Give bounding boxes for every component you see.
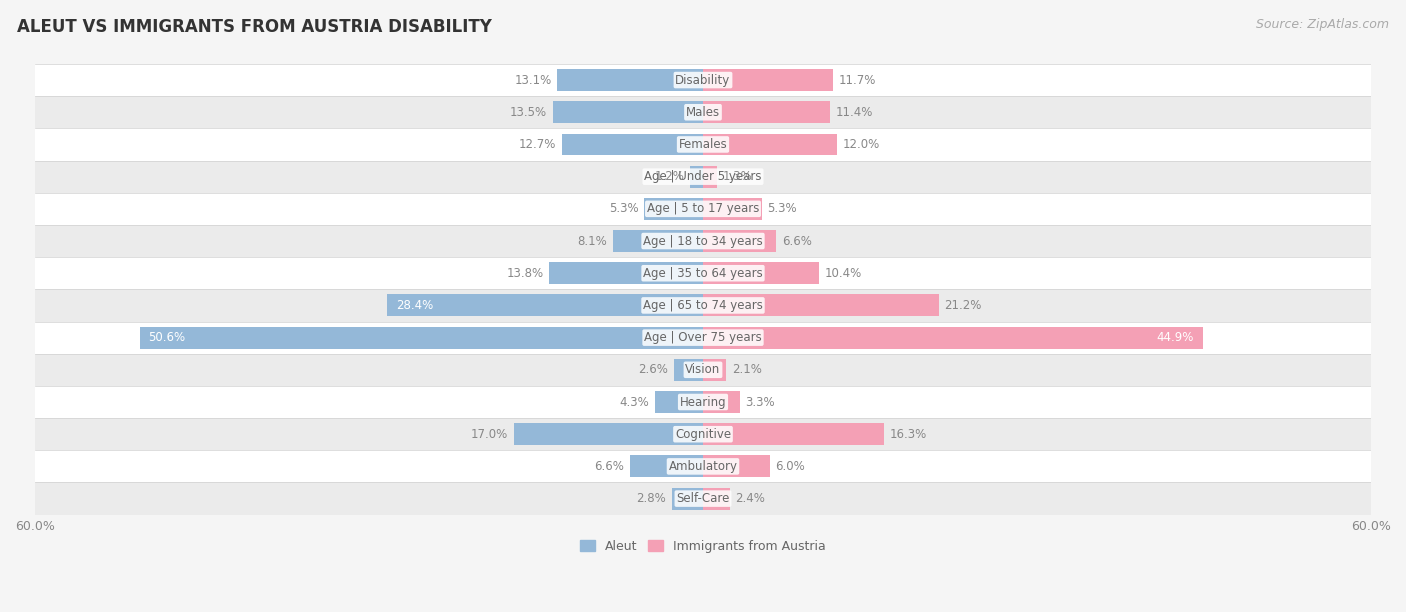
Bar xyxy=(35,321,1371,354)
Bar xyxy=(35,64,1371,96)
Text: Age | Over 75 years: Age | Over 75 years xyxy=(644,331,762,344)
Text: 5.3%: 5.3% xyxy=(609,203,638,215)
Text: 50.6%: 50.6% xyxy=(149,331,186,344)
Text: 4.3%: 4.3% xyxy=(620,395,650,409)
Bar xyxy=(672,488,703,510)
Text: 6.0%: 6.0% xyxy=(775,460,806,473)
Text: 44.9%: 44.9% xyxy=(1157,331,1194,344)
Bar xyxy=(35,482,1371,515)
Bar xyxy=(703,359,727,381)
Text: Ambulatory: Ambulatory xyxy=(668,460,738,473)
Bar xyxy=(35,193,1371,225)
Bar xyxy=(35,96,1371,129)
Text: 16.3%: 16.3% xyxy=(890,428,928,441)
Bar xyxy=(35,354,1371,386)
Text: 5.3%: 5.3% xyxy=(768,203,797,215)
Text: 13.8%: 13.8% xyxy=(506,267,544,280)
Bar xyxy=(550,263,703,284)
Text: 28.4%: 28.4% xyxy=(395,299,433,312)
Text: Self-Care: Self-Care xyxy=(676,492,730,505)
Text: Disability: Disability xyxy=(675,73,731,86)
Legend: Aleut, Immigrants from Austria: Aleut, Immigrants from Austria xyxy=(575,535,831,558)
Bar xyxy=(703,294,939,316)
Bar xyxy=(655,391,703,413)
Text: 11.4%: 11.4% xyxy=(835,106,873,119)
Bar xyxy=(703,133,837,155)
Text: Source: ZipAtlas.com: Source: ZipAtlas.com xyxy=(1256,18,1389,31)
Text: 10.4%: 10.4% xyxy=(824,267,862,280)
Bar xyxy=(561,133,703,155)
Text: Vision: Vision xyxy=(685,364,721,376)
Bar xyxy=(35,289,1371,321)
Bar xyxy=(35,160,1371,193)
Bar xyxy=(703,391,740,413)
Text: 2.4%: 2.4% xyxy=(735,492,765,505)
Bar xyxy=(703,488,730,510)
Bar xyxy=(703,198,762,220)
Bar xyxy=(35,129,1371,160)
Text: 1.3%: 1.3% xyxy=(723,170,752,183)
Bar xyxy=(689,166,703,188)
Bar xyxy=(35,386,1371,418)
Text: Females: Females xyxy=(679,138,727,151)
Text: Males: Males xyxy=(686,106,720,119)
Text: 13.5%: 13.5% xyxy=(510,106,547,119)
Text: Age | 5 to 17 years: Age | 5 to 17 years xyxy=(647,203,759,215)
Bar xyxy=(613,230,703,252)
Text: Age | 65 to 74 years: Age | 65 to 74 years xyxy=(643,299,763,312)
Text: Age | 18 to 34 years: Age | 18 to 34 years xyxy=(643,234,763,247)
Text: 12.7%: 12.7% xyxy=(519,138,555,151)
Text: 6.6%: 6.6% xyxy=(782,234,811,247)
Text: 21.2%: 21.2% xyxy=(945,299,981,312)
Bar xyxy=(703,263,818,284)
Bar xyxy=(35,257,1371,289)
Text: 17.0%: 17.0% xyxy=(471,428,508,441)
Bar xyxy=(673,359,703,381)
Bar xyxy=(35,418,1371,450)
Bar xyxy=(35,450,1371,482)
Text: 13.1%: 13.1% xyxy=(515,73,551,86)
Bar xyxy=(644,198,703,220)
Text: Age | 35 to 64 years: Age | 35 to 64 years xyxy=(643,267,763,280)
Text: 3.3%: 3.3% xyxy=(745,395,775,409)
Bar xyxy=(553,102,703,123)
Text: ALEUT VS IMMIGRANTS FROM AUSTRIA DISABILITY: ALEUT VS IMMIGRANTS FROM AUSTRIA DISABIL… xyxy=(17,18,492,36)
Bar xyxy=(513,424,703,445)
Text: Hearing: Hearing xyxy=(679,395,727,409)
Text: 11.7%: 11.7% xyxy=(839,73,876,86)
Bar xyxy=(387,294,703,316)
Text: 6.6%: 6.6% xyxy=(595,460,624,473)
Text: 8.1%: 8.1% xyxy=(578,234,607,247)
Bar xyxy=(139,327,703,349)
Text: 12.0%: 12.0% xyxy=(842,138,879,151)
Bar xyxy=(35,225,1371,257)
Bar xyxy=(703,230,776,252)
Bar xyxy=(703,327,1204,349)
Bar xyxy=(703,424,884,445)
Text: Age | Under 5 years: Age | Under 5 years xyxy=(644,170,762,183)
Bar xyxy=(630,455,703,477)
Text: 2.6%: 2.6% xyxy=(638,364,668,376)
Text: 1.2%: 1.2% xyxy=(654,170,685,183)
Bar xyxy=(557,69,703,91)
Bar xyxy=(703,455,770,477)
Bar xyxy=(703,166,717,188)
Text: Cognitive: Cognitive xyxy=(675,428,731,441)
Text: 2.8%: 2.8% xyxy=(637,492,666,505)
Bar xyxy=(703,69,834,91)
Bar xyxy=(703,102,830,123)
Text: 2.1%: 2.1% xyxy=(733,364,762,376)
